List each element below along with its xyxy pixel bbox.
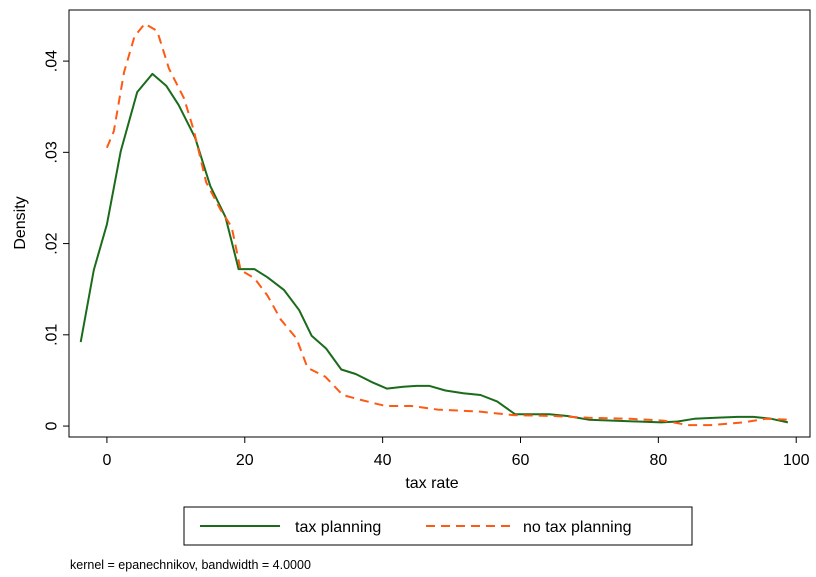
y-tick-label: .03: [44, 141, 61, 163]
x-tick-label: 60: [512, 452, 530, 469]
y-tick-label: 0: [44, 422, 61, 431]
x-tick-label: 0: [102, 452, 111, 469]
x-axis: 0 20 40 60 80 100: [102, 437, 810, 469]
series-lines: [79, 22, 790, 427]
series-line-no-tax-planning: [105, 22, 790, 427]
y-tick-label: .01: [44, 324, 61, 346]
legend-label-tax-planning: tax planning: [295, 519, 381, 536]
x-axis-label: tax rate: [405, 475, 458, 492]
y-axis: 0 .01 .02 .03 .04: [44, 50, 69, 431]
x-tick-label: 20: [236, 452, 254, 469]
x-tick-label: 40: [374, 452, 392, 469]
x-tick-label: 80: [649, 452, 667, 469]
y-axis-label: Density: [12, 196, 29, 249]
legend-label-no-tax-planning: no tax planning: [523, 519, 632, 536]
y-tick-label: .02: [44, 232, 61, 254]
plot-frame: [68, 9, 811, 438]
y-tick-label: .04: [44, 50, 61, 72]
kernel-note: kernel = epanechnikov, bandwidth = 4.000…: [70, 558, 311, 572]
x-tick-label: 100: [783, 452, 810, 469]
series-line-tax-planning: [79, 72, 789, 424]
legend: tax planning no tax planning: [183, 506, 693, 546]
